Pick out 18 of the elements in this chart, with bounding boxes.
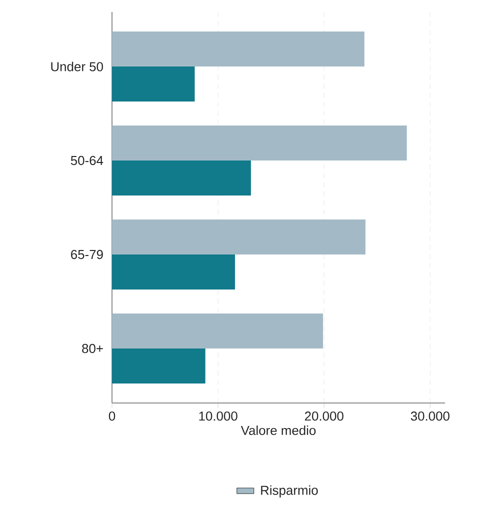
y-tick-label: 50-64 xyxy=(70,156,104,166)
x-tick-label: 30.000 xyxy=(410,412,450,421)
bar xyxy=(112,254,236,290)
bar xyxy=(112,32,364,67)
bar xyxy=(112,126,407,161)
x-tick-label: 0 xyxy=(108,412,116,421)
y-tick-label: Under 50 xyxy=(51,62,103,72)
bar xyxy=(112,313,324,348)
y-tick-label: 65-79 xyxy=(71,250,103,260)
x-tick-label: 10.000 xyxy=(199,412,238,421)
x-axis-title: Valore medio xyxy=(240,426,316,436)
legend-label: Risparmio xyxy=(261,485,318,498)
bar xyxy=(112,220,366,254)
bar xyxy=(112,160,251,196)
bar xyxy=(112,348,206,384)
bar xyxy=(112,66,195,102)
x-tick-label: 20.000 xyxy=(304,412,344,421)
y-tick-label: 80+ xyxy=(82,344,103,354)
